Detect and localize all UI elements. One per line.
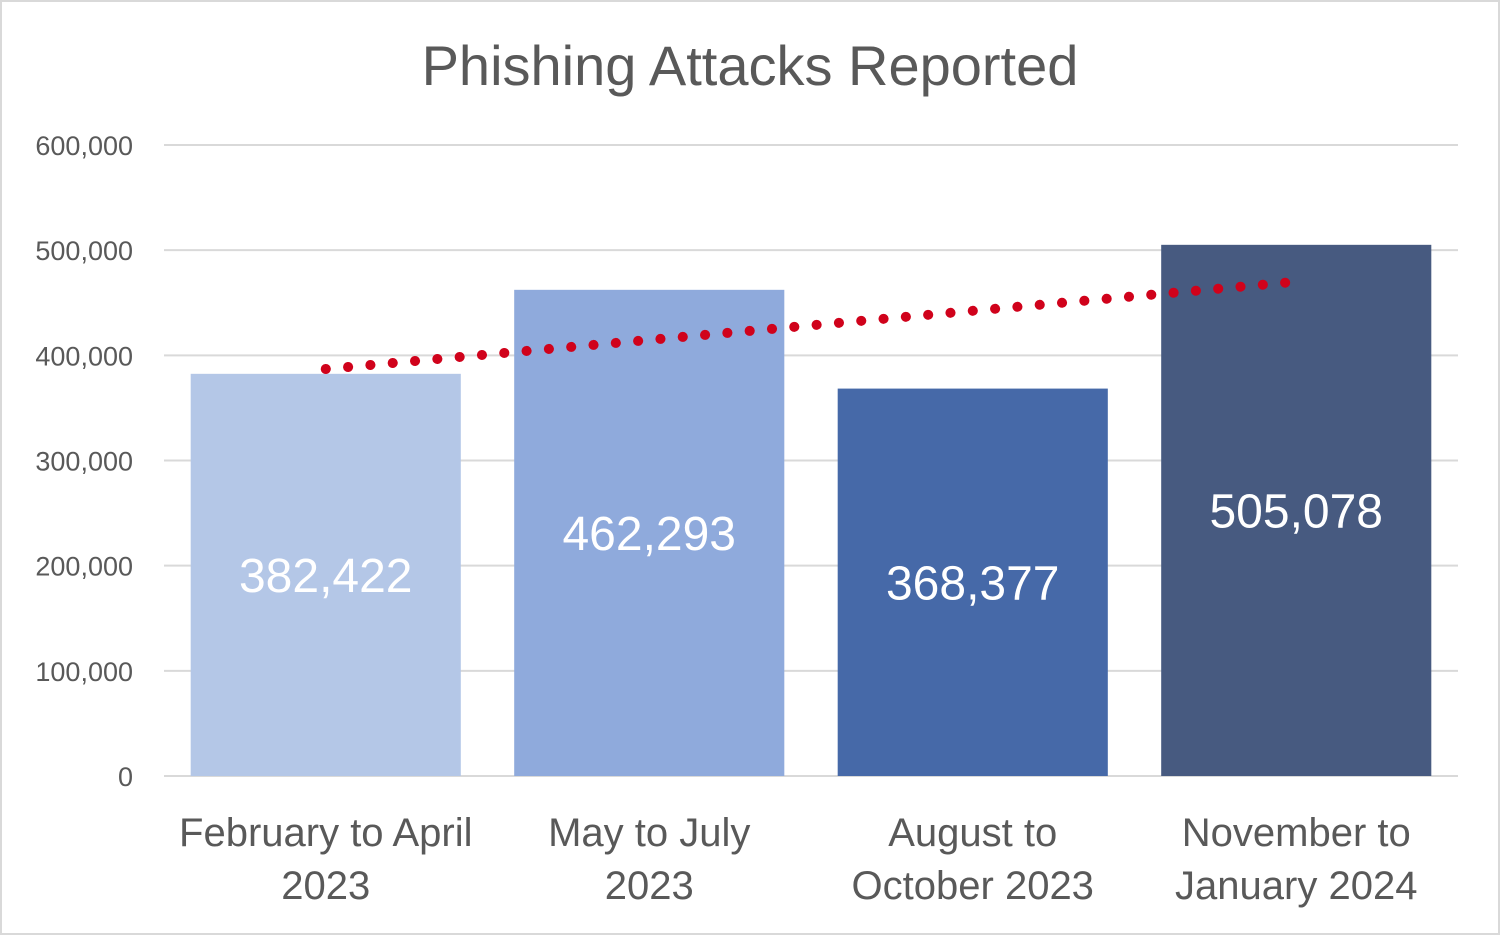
y-tick-label: 100,000 [35, 657, 133, 687]
x-tick-label: August to October 2023 [852, 811, 1094, 908]
y-tick-label: 500,000 [35, 236, 133, 266]
bar [190, 373, 461, 776]
y-tick-label: 200,000 [35, 552, 133, 582]
y-tick-label: 400,000 [35, 341, 133, 371]
y-tick-label: 600,000 [35, 131, 133, 161]
chart-title: Phishing Attacks Reported [422, 34, 1079, 97]
data-label: 382,422 [239, 550, 413, 603]
x-tick-label: November to January 2024 [1175, 811, 1417, 908]
data-label: 505,078 [1209, 485, 1383, 538]
bar [1161, 244, 1432, 777]
bars-layer [190, 244, 1432, 777]
x-tick-label: May to July 2023 [548, 811, 750, 908]
x-axis: February to April 2023 May to July 2023 Augu… [179, 811, 1417, 908]
x-tick-label: February to April 2023 [179, 811, 472, 908]
data-label: 368,377 [886, 557, 1060, 610]
bar [514, 289, 785, 776]
bar [837, 388, 1108, 776]
data-label: 462,293 [562, 508, 736, 561]
y-tick-label: 0 [118, 762, 133, 792]
y-tick-label: 300,000 [35, 447, 133, 477]
data-labels-layer: 382,422 462,293 368,377 505,078 [239, 485, 1383, 610]
